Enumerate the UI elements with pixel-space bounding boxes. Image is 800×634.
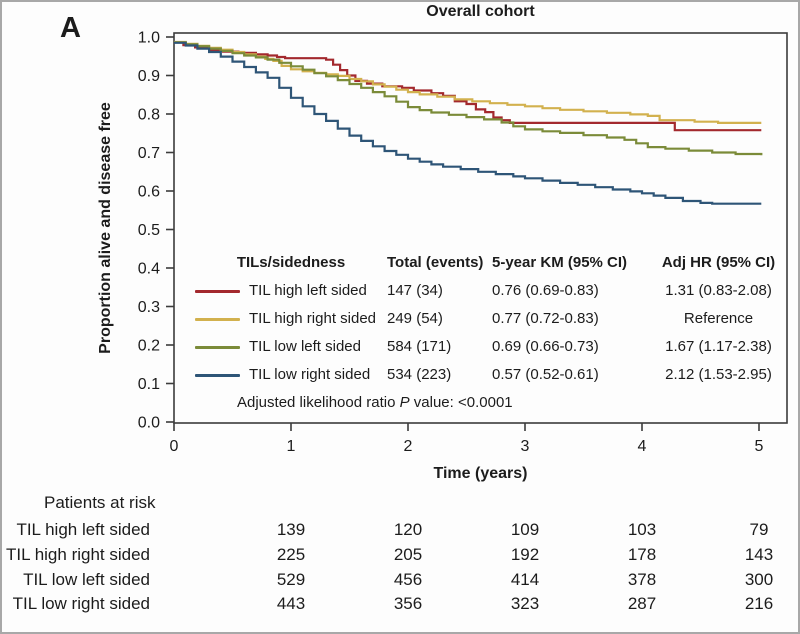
legend-row-hr: 1.67 (1.17-2.38) <box>665 338 772 355</box>
y-tick-label: 0.2 <box>138 338 160 355</box>
legend-row-hr: Reference <box>683 310 754 327</box>
risk-count: 139 <box>276 520 306 539</box>
legend-table: TILs/sidedness Total (events) 5-year KM … <box>195 249 780 417</box>
legend-row-km: 0.57 (0.52-0.61) <box>492 366 599 383</box>
legend-row-total: 584 (171) <box>387 338 452 355</box>
legend-header-hr: Adj HR (95% CI) <box>661 254 776 271</box>
risk-count: 225 <box>276 545 306 564</box>
y-tick-label: 0.8 <box>138 107 160 124</box>
legend-row-total: 534 (223) <box>387 366 452 383</box>
legend-row-label: TIL low right sided <box>249 366 371 383</box>
p-italic: P <box>399 394 410 411</box>
legend-row-hr: 2.12 (1.53-2.95) <box>665 366 772 383</box>
risk-row-label: TIL high left sided <box>16 520 150 539</box>
x-tick-label: 4 <box>638 438 647 455</box>
legend-header-total: Total (events) <box>387 254 484 271</box>
legend-swatch-til-high-left <box>195 277 247 305</box>
km-curve-til-high-right-sided <box>174 40 762 124</box>
risk-count: 414 <box>510 570 540 589</box>
x-tick-label: 1 <box>287 438 296 455</box>
risk-row-label: TIL high right sided <box>6 545 150 564</box>
risk-count: 178 <box>627 545 657 564</box>
y-tick-label: 0.3 <box>138 299 160 316</box>
legend-row-label: TIL high left sided <box>249 282 367 299</box>
legend-swatch-til-high-right <box>195 305 247 333</box>
risk-count: 216 <box>744 594 774 613</box>
legend-header-km: 5-year KM (95% CI) <box>492 254 628 271</box>
km-curve-til-low-right-sided <box>174 41 762 205</box>
risk-count: 378 <box>627 570 657 589</box>
legend-swatch-til-low-left <box>195 333 247 361</box>
y-tick-label: 0.4 <box>138 261 160 278</box>
y-tick-label: 1.0 <box>138 30 160 47</box>
x-tick-label: 5 <box>755 438 764 455</box>
km-plot-canvas: 0.0 0.1 0.2 0.3 0.4 0.5 0.6 0.7 0.8 0.9 1.0 0 1 2 3 4 5 <box>138 30 788 455</box>
y-tick-label: 0.7 <box>138 145 160 162</box>
risk-table-title: Patients at risk <box>44 493 156 512</box>
legend-row-total: 147 (34) <box>387 282 443 299</box>
risk-count: 143 <box>744 545 774 564</box>
y-tick-label: 0.1 <box>138 376 160 393</box>
legend-header-group: TILs/sidedness <box>236 254 346 271</box>
y-axis-title: Proportion alive and disease free <box>97 102 114 354</box>
x-tick-label: 3 <box>521 438 530 455</box>
legend-row-label: TIL low left sided <box>249 338 361 355</box>
x-tick-label: 0 <box>170 438 179 455</box>
risk-count: 287 <box>627 594 657 613</box>
risk-row-label: TIL low right sided <box>12 594 150 613</box>
y-tick-label: 0.0 <box>138 415 160 432</box>
x-axis-title: Time (years) <box>433 465 528 482</box>
risk-count: 79 <box>749 520 769 539</box>
legend-row-total: 249 (54) <box>387 310 443 327</box>
y-tick-label: 0.5 <box>138 222 160 239</box>
y-tick-label: 0.9 <box>138 68 160 85</box>
plot-border <box>173 32 788 424</box>
legend-row-km: 0.76 (0.69-0.83) <box>492 282 599 299</box>
risk-count: 192 <box>510 545 540 564</box>
risk-count: 103 <box>627 520 657 539</box>
risk-row-label: TIL low left sided <box>23 570 150 589</box>
panel-letter: A <box>60 12 81 44</box>
legend-row-hr: 1.31 (0.83-2.08) <box>665 282 772 299</box>
risk-count: 443 <box>276 594 306 613</box>
risk-count: 356 <box>393 594 423 613</box>
legend-swatch-til-low-right <box>195 361 247 389</box>
legend-row-km: 0.77 (0.72-0.83) <box>492 310 599 327</box>
risk-count: 205 <box>393 545 423 564</box>
legend-row-label: TIL high right sided <box>249 310 377 327</box>
x-tick-label: 2 <box>404 438 413 455</box>
y-tick-label: 0.6 <box>138 184 160 201</box>
risk-count: 529 <box>276 570 306 589</box>
risk-count: 323 <box>510 594 540 613</box>
km-curve-til-low-left-sided <box>174 41 763 156</box>
legend-row-km: 0.69 (0.66-0.73) <box>492 338 599 355</box>
risk-count: 300 <box>744 570 774 589</box>
risk-count: 120 <box>393 520 423 539</box>
p-value-note: Adjusted likelihood ratio P value: <0.00… <box>237 394 513 411</box>
risk-count: 456 <box>393 570 423 589</box>
chart-title: Overall cohort <box>426 3 535 20</box>
risk-count: 109 <box>510 520 540 539</box>
